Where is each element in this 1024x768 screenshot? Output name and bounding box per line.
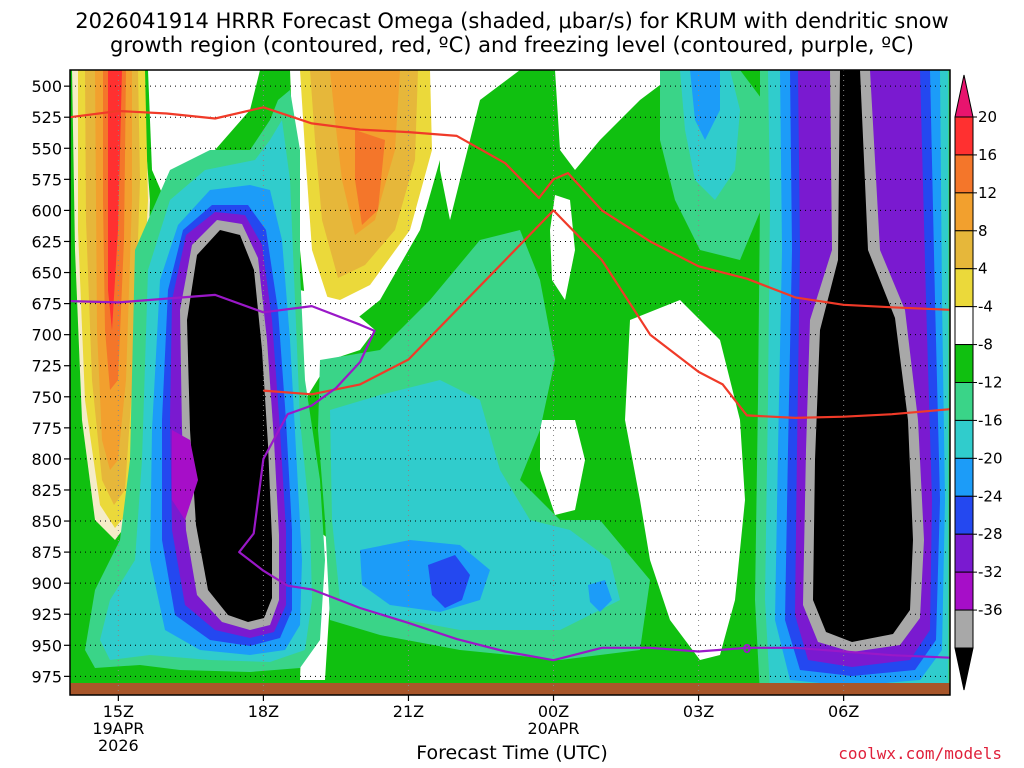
omega-sink-20z-16 [355, 130, 385, 225]
colorbar-label-13: -36 [978, 601, 1003, 619]
y-tick-label-575: 575 [31, 170, 62, 189]
colorbar-label-3: 8 [978, 222, 988, 240]
omega-zero-upper-center [440, 70, 520, 220]
omega-zero-upper-right [555, 70, 680, 170]
colorbar-top-arrow [954, 74, 974, 118]
colorbar-swatch-2 [954, 154, 974, 194]
contour-label-0: 0 [743, 642, 751, 656]
x-tick-label-2-0: 21Z [393, 702, 424, 721]
omega-zero-lower-mid [540, 420, 585, 515]
y-tick-label-700: 700 [31, 326, 62, 345]
x-axis-label: Forecast Time (UTC) [416, 742, 608, 764]
omega-shading [70, 70, 950, 695]
omega-neg16-small [588, 580, 612, 612]
chart-title-line1: 2026041914 HRRR Forecast Omega (shaded, … [75, 9, 949, 33]
y-tick-label-975: 975 [31, 667, 62, 686]
y-tick-label-525: 525 [31, 108, 62, 127]
omega-zero-right [625, 300, 745, 660]
freezing-level-contour-0 [70, 293, 950, 662]
colorbar-swatch-10 [954, 457, 974, 497]
colorbar-swatch-7 [954, 344, 974, 384]
dendritic-contour-0 [70, 106, 950, 311]
y-tick-label-850: 850 [31, 512, 62, 531]
omega-zero-mid [550, 195, 575, 300]
y-tick-label-825: 825 [31, 481, 62, 500]
plot-frame [69, 69, 951, 696]
y-tick-label-950: 950 [31, 636, 62, 655]
y-tick-label-925: 925 [31, 605, 62, 624]
colorbar-label-4: 4 [978, 260, 988, 278]
x-tick-label-3-0: 00Z [538, 702, 569, 721]
y-axis: 500 525 550 575 600 625 650 675 700 725 750 775 800 8… [31, 77, 70, 686]
x-tick-label-4-0: 03Z [683, 702, 714, 721]
y-tick-label-650: 650 [31, 264, 62, 283]
omega-neg16-upper-right [690, 70, 720, 140]
x-tick-label-0-1: 19APR [92, 719, 144, 738]
colorbar-label-12: -32 [978, 563, 1003, 581]
ground-strip [70, 683, 950, 695]
y-tick-label-600: 600 [31, 201, 62, 220]
omega-zero-center-left [300, 290, 375, 400]
y-tick-label-900: 900 [31, 574, 62, 593]
colorbar-label-10: -24 [978, 487, 1003, 505]
colorbar-label-8: -16 [978, 411, 1003, 429]
contour-lines: 0 [70, 106, 950, 662]
y-tick-label-550: 550 [31, 139, 62, 158]
y-tick-label-800: 800 [31, 450, 62, 469]
colorbar-swatch-4 [954, 230, 974, 270]
colorbar-label-9: -20 [978, 449, 1003, 467]
source-credit: coolwx.com/models [838, 744, 1002, 763]
colorbar-swatch-11 [954, 495, 974, 535]
y-tick-label-725: 725 [31, 357, 62, 376]
y-tick-label-875: 875 [31, 543, 62, 562]
omega-rise-left-edge [172, 430, 198, 520]
y-tick-label-750: 750 [31, 388, 62, 407]
colorbar-label-7: -12 [978, 374, 1003, 392]
colorbar-label-0: 20 [978, 108, 997, 126]
y-tick-label-625: 625 [31, 232, 62, 251]
x-tick-label-0-0: 15Z [103, 702, 134, 721]
colorbar-swatch-9 [954, 419, 974, 459]
x-tick-label-5-0: 06Z [828, 702, 859, 721]
omega-rise-06z-neg36 [813, 70, 913, 642]
dendritic-contour-1 [263, 209, 950, 419]
colorbar-swatch-13 [954, 571, 974, 611]
colorbar: 20 16 12 8 4 -4 -8 -12 -16 -20 -24 -28 -32 -36 [954, 74, 1003, 691]
colorbar-swatch-14 [954, 609, 974, 649]
colorbar-swatch-12 [954, 533, 974, 573]
colorbar-label-1: 16 [978, 146, 997, 164]
colorbar-label-2: 12 [978, 184, 997, 202]
colorbar-swatch-6 [954, 306, 974, 346]
omega-neg20-center [428, 555, 470, 608]
colorbar-swatch-1 [954, 116, 974, 156]
x-tick-label-0-2: 2026 [98, 736, 139, 755]
y-tick-label-500: 500 [31, 77, 62, 96]
x-tick-label-1-0: 18Z [248, 702, 279, 721]
colorbar-swatch-5 [954, 268, 974, 308]
grid-lines [70, 70, 950, 695]
colorbar-bottom-arrow [954, 647, 974, 691]
chart-title-line2: growth region (contoured, red, ºC) and f… [110, 33, 914, 57]
colorbar-label-11: -28 [978, 525, 1003, 543]
colorbar-swatch-3 [954, 192, 974, 232]
colorbar-label-6: -8 [978, 336, 993, 354]
y-tick-label-775: 775 [31, 419, 62, 438]
x-tick-label-3-1: 20APR [527, 719, 579, 738]
colorbar-swatch-8 [954, 382, 974, 421]
colorbar-label-5: -4 [978, 298, 993, 316]
y-tick-label-675: 675 [31, 295, 62, 314]
omega-rise-18z-neg36 [187, 230, 272, 622]
